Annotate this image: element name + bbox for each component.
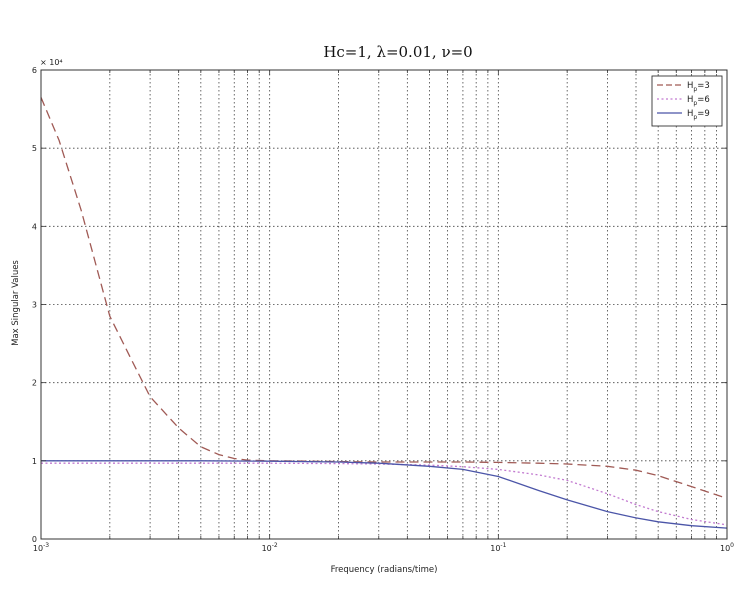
y-axis-label: Max Singular Values (11, 260, 21, 346)
x-tick-label: 100 (720, 542, 734, 553)
series-line-3 (41, 460, 728, 529)
x-tick-label: 10-1 (490, 542, 506, 553)
y-tick-label: 2 (32, 379, 37, 388)
y-tick-label: 3 (32, 301, 37, 310)
ticks: 10-3 10-2 10-1 100 0 1 2 3 4 5 6 (32, 66, 734, 553)
legend-box (651, 75, 723, 127)
series-line-1 (40, 97, 728, 500)
legend-label-1: Hp=3 (687, 81, 710, 93)
y-tick-label: 4 (32, 222, 37, 231)
x-tick-label: 10-2 (262, 542, 278, 553)
legend-label-2: Hp=6 (687, 95, 710, 107)
x-tick-label: 10-3 (33, 542, 49, 553)
y-tick-label: 1 (32, 457, 37, 466)
legend-label-3: Hp=9 (687, 109, 710, 121)
series-line-2 (41, 462, 728, 526)
chart-title: Hc=1, λ=0.01, ν=0 (323, 43, 472, 61)
y-tick-label: 6 (32, 66, 37, 75)
y-tick-label: 0 (32, 535, 37, 544)
legend: Hp=3 Hp=6 Hp=9 (651, 75, 723, 127)
y-multiplier-label: × 10⁴ (40, 58, 63, 67)
y-tick-label: 5 (32, 144, 37, 153)
x-axis-label: Frequency (radians/time) (331, 565, 438, 575)
